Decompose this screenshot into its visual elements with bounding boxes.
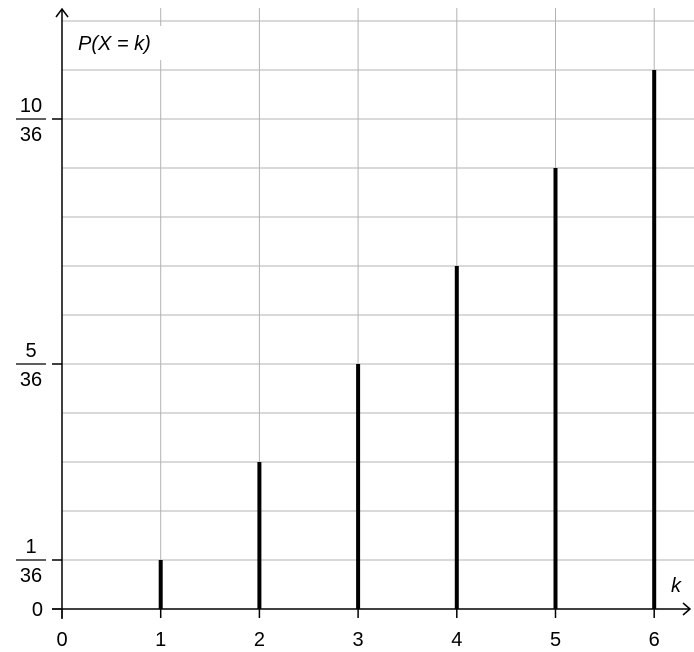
y-tick-numerator: 5	[25, 340, 36, 362]
grid	[62, 8, 694, 609]
y-tick-numerator: 10	[20, 95, 42, 117]
x-tick-labels: 0 1 2 3 4 5 6	[56, 609, 660, 651]
bars	[158, 70, 657, 609]
x-tick-label: 6	[649, 629, 660, 651]
y-tick-labels: 0 1 36 5 36 10 36	[16, 95, 62, 621]
y-tick-denominator: 36	[20, 369, 42, 391]
axes	[52, 7, 692, 619]
y-tick-numerator: 1	[25, 536, 36, 558]
x-tick-label: 5	[550, 629, 561, 651]
x-tick-label: 2	[254, 629, 265, 651]
y-label-bg	[72, 26, 168, 60]
y-axis-title: P(X = k)	[78, 33, 151, 55]
y-tick-label: 0	[32, 599, 43, 621]
x-tick-label: 1	[155, 629, 166, 651]
x-axis-title: k	[671, 575, 682, 597]
y-tick-denominator: 36	[20, 124, 42, 146]
x-tick-label: 3	[353, 629, 364, 651]
x-axis-arrow	[682, 602, 692, 616]
x-tick-label: 4	[451, 629, 462, 651]
y-tick-denominator: 36	[20, 565, 42, 587]
y-axis-arrow	[55, 7, 69, 18]
x-tick-label: 0	[56, 629, 67, 651]
